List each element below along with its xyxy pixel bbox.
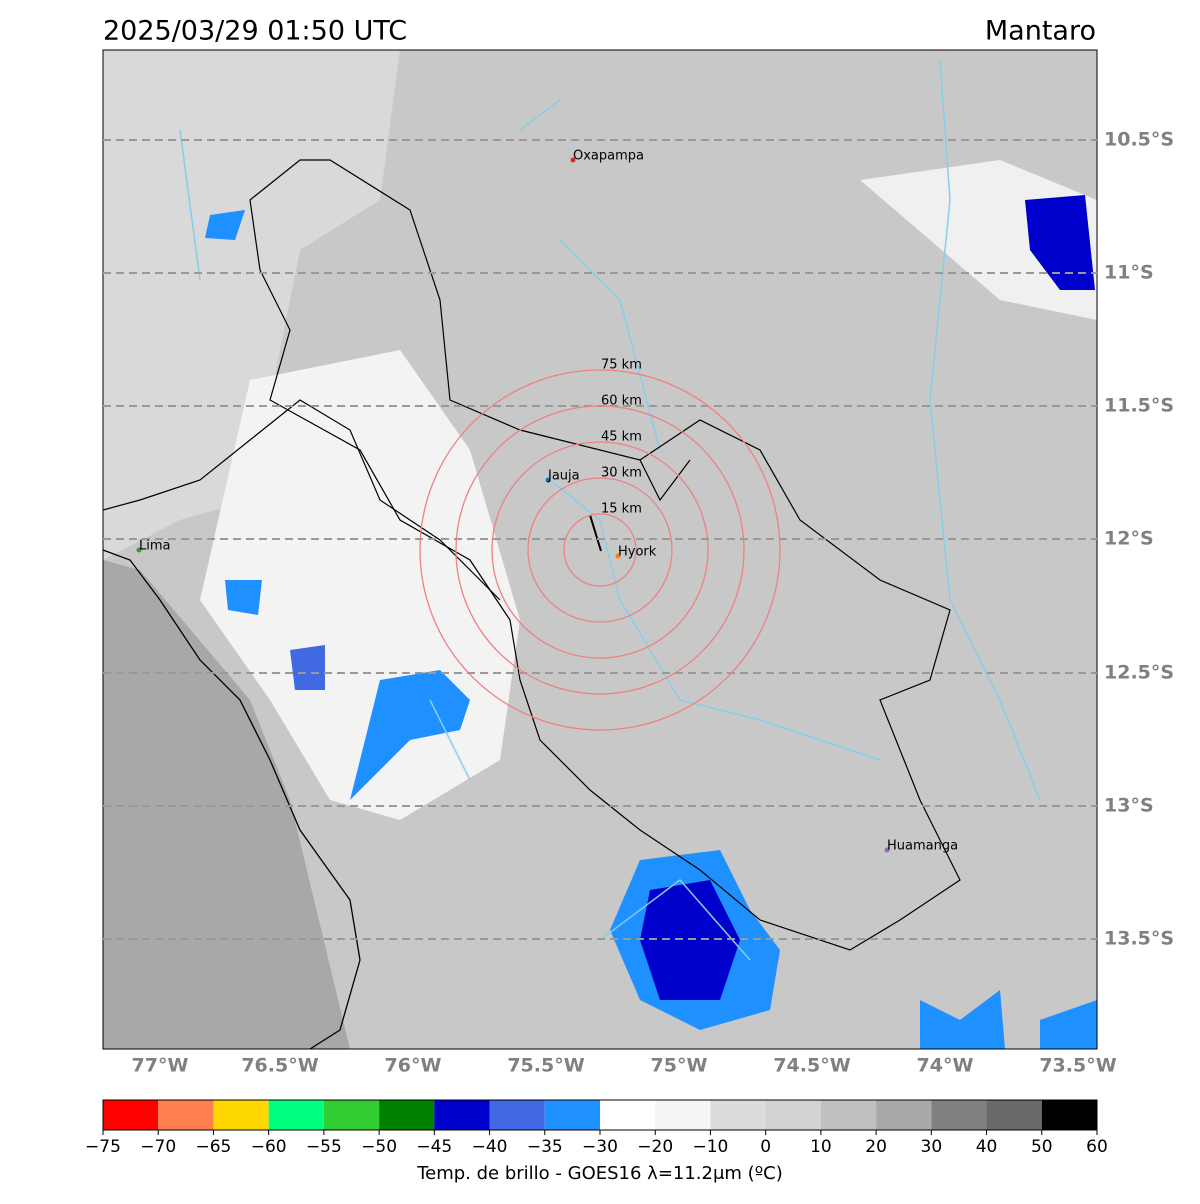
colorbar-tick-label: 20 <box>865 1137 887 1157</box>
range-ring-label: 60 km <box>601 394 642 409</box>
colorbar-segment <box>876 1100 932 1130</box>
map-area <box>103 50 1097 1049</box>
place-marker <box>615 553 621 559</box>
colorbar-tick-label: 40 <box>976 1137 998 1157</box>
lon-tick-label: 75.5°W <box>507 1055 584 1077</box>
lon-tick-label: 76°W <box>385 1055 442 1077</box>
colorbar-tick-label: −70 <box>140 1137 176 1157</box>
colorbar-tick-label: −20 <box>637 1137 673 1157</box>
basin-boundary <box>249 159 961 951</box>
range-ring <box>563 513 637 587</box>
convective-cell <box>1025 195 1095 290</box>
lon-tick-label: 77°W <box>132 1055 189 1077</box>
lon-tick-label: 73.5°W <box>1039 1055 1116 1077</box>
colorbar-tick-label: −10 <box>692 1137 728 1157</box>
place-label: Oxapampa <box>573 149 644 164</box>
range-ring <box>455 405 745 695</box>
river <box>179 59 1041 961</box>
lon-tick-label: 74°W <box>917 1055 974 1077</box>
colorbar-tick-label: −50 <box>361 1137 397 1157</box>
colorbar-segment <box>489 1100 545 1130</box>
lon-tick-label: 74.5°W <box>773 1055 850 1077</box>
colorbar-segment <box>379 1100 435 1130</box>
colorbar-segment <box>158 1100 214 1130</box>
colorbar-segment <box>213 1100 269 1130</box>
colorbar-label: Temp. de brillo - GOES16 λ=11.2μm (ºC) <box>416 1163 783 1184</box>
colorbar-tick-label: −35 <box>527 1137 563 1157</box>
colorbar-segment <box>434 1100 490 1130</box>
colorbar-segment <box>710 1100 766 1130</box>
colorbar-segment <box>268 1100 324 1130</box>
lon-tick-label: 76.5°W <box>241 1055 318 1077</box>
lat-tick-label: 13.5°S <box>1104 928 1174 950</box>
colorbar-tick-label: −55 <box>306 1137 342 1157</box>
datetime-title: 2025/03/29 01:50 UTC <box>103 16 407 47</box>
place-label: Huamanga <box>887 839 958 854</box>
coastline <box>103 549 361 1049</box>
range-ring-label: 15 km <box>601 502 642 517</box>
convective-cell <box>290 645 325 690</box>
colorbar-segment <box>931 1100 987 1130</box>
colorbar-tick-label: 30 <box>921 1137 943 1157</box>
lat-tick-label: 12.5°S <box>1104 662 1174 684</box>
map-frame <box>102 49 1098 1050</box>
colorbar-tick-label: 60 <box>1086 1137 1108 1157</box>
colorbar-segment <box>544 1100 600 1130</box>
colorbar-tick-label: −45 <box>416 1137 452 1157</box>
lat-tick-label: 13°S <box>1104 795 1154 817</box>
lat-tick-label: 11°S <box>1104 262 1154 284</box>
colorbar-segment <box>600 1100 656 1130</box>
colorbar-segment <box>655 1100 711 1130</box>
place-label: Lima <box>139 539 170 554</box>
cloud-field <box>103 50 400 560</box>
range-ring-label: 45 km <box>601 430 642 445</box>
colorbar-tick-label: −30 <box>582 1137 618 1157</box>
place-marker <box>570 157 576 163</box>
range-ring-label: 30 km <box>601 466 642 481</box>
colorbar-segment <box>103 1100 159 1130</box>
radar-beam <box>589 514 602 552</box>
colorbar-segment <box>820 1100 877 1130</box>
region-boundary <box>103 399 691 601</box>
range-ring <box>491 441 709 659</box>
colorbar-tick-label: −75 <box>85 1137 121 1157</box>
ocean-region <box>103 560 350 1049</box>
colorbar-tick-label: −40 <box>472 1137 508 1157</box>
colorbar-segment <box>323 1100 380 1130</box>
lat-tick-label: 12°S <box>1104 528 1154 550</box>
colorbar-tick-label: 50 <box>1031 1137 1053 1157</box>
convective-cell <box>920 990 1097 1049</box>
lat-tick-label: 11.5°S <box>1104 395 1174 417</box>
colorbar-segment <box>765 1100 821 1130</box>
place-marker <box>884 847 890 853</box>
place-marker <box>545 477 551 483</box>
range-ring <box>527 477 673 623</box>
colorbar-tick-label: 0 <box>760 1137 771 1157</box>
lat-tick-label: 10.5°S <box>1104 129 1174 151</box>
range-ring-label: 75 km <box>601 358 642 373</box>
convective-cell <box>350 670 470 800</box>
place-label: Hyork <box>618 545 657 560</box>
place-label: Jauja <box>547 469 580 484</box>
colorbar-tick-label: 10 <box>810 1137 832 1157</box>
range-ring <box>419 369 781 731</box>
region-title: Mantaro <box>985 16 1096 47</box>
colorbar-segment <box>1041 1100 1097 1130</box>
place-marker <box>136 547 142 553</box>
colorbar-tick-label: −60 <box>251 1137 287 1157</box>
colorbar-segment <box>986 1100 1042 1130</box>
lon-tick-label: 75°W <box>651 1055 708 1077</box>
colorbar-tick-label: −65 <box>195 1137 231 1157</box>
